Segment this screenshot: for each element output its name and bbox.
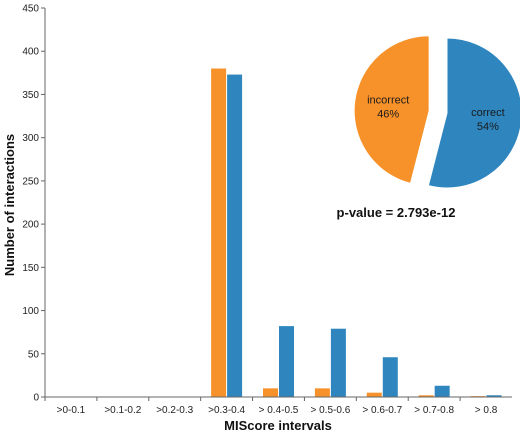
x-tick-label: > 0.5-0.6 [311,405,351,416]
x-tick-label: > 0.4-0.5 [259,405,299,416]
bar-correct [279,326,294,397]
x-tick-label: > 0.7-0.8 [414,405,454,416]
bar-incorrect [418,395,434,397]
y-tick-label: 50 [28,349,40,360]
pie-slice-incorrect [353,35,430,184]
bar-series [211,68,502,397]
y-tick-label: 0 [33,393,39,404]
x-axis-title: MIScore intervals [224,418,332,433]
bar-incorrect [366,392,382,397]
bar-incorrect [314,388,330,397]
y-tick-label: 150 [22,263,39,274]
y-tick-label: 450 [22,4,39,15]
bar-correct [330,328,346,397]
bar-correct [382,357,398,397]
bar-incorrect [211,68,227,397]
bar-correct [434,385,450,397]
pie-slice-correct [427,37,520,189]
pie-chart: correct 54% incorrect 46% [353,35,520,189]
x-tick-label: >0-0.1 [57,405,86,416]
x-tick-label: >0.2-0.3 [156,405,193,416]
y-tick-label: 350 [22,90,39,101]
x-axis-ticks: >0-0.1 >0.1-0.2 >0.2-0.3 >0.3-0.4 > 0.4-0.5 >… [44,397,498,416]
y-axis-title: Number of interactions [2,134,17,276]
y-tick-label: 100 [22,306,39,317]
x-tick-label: >0.1-0.2 [104,405,141,416]
pie-label-incorrect: incorrect [367,95,409,107]
y-tick-label: 400 [22,47,39,58]
pie-label-correct: correct [471,107,505,119]
y-axis-ticks: 0 50 100 150 200 250 300 350 400 450 [22,4,45,404]
pie-percent-incorrect: 46% [377,109,399,121]
x-tick-label: > 0.8 [475,405,498,416]
y-tick-label: 250 [22,176,39,187]
x-tick-label: >0.3-0.4 [208,405,245,416]
y-tick-label: 300 [22,133,39,144]
bar-incorrect [263,388,278,397]
y-tick-label: 200 [22,220,39,231]
bar-correct [227,74,243,397]
p-value-annotation: p-value = 2.793e-12 [337,205,456,220]
pie-percent-correct: 54% [477,121,499,133]
bar-correct [486,395,502,397]
x-tick-label: > 0.6-0.7 [362,405,402,416]
